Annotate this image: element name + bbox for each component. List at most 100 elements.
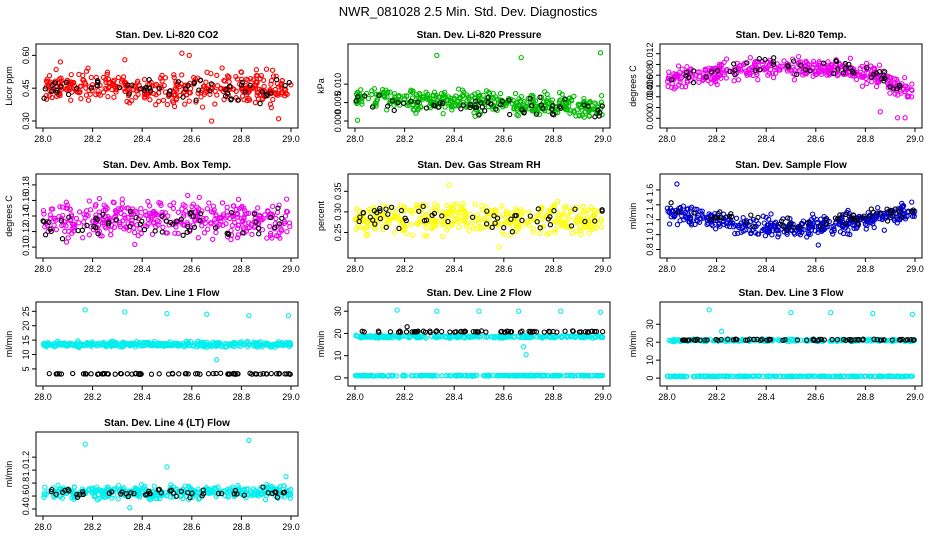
data-point [194,344,200,350]
data-point [284,371,290,377]
data-point [89,87,95,94]
data-point [577,228,584,234]
data-point [194,370,201,377]
data-point [363,232,369,238]
data-point [894,76,900,83]
data-point [260,371,266,377]
data-point [169,98,176,104]
data-point [784,62,791,69]
x-tick-label: 29.0 [282,522,300,532]
data-point [208,209,215,215]
data-point [766,70,773,76]
data-point [571,93,577,99]
data-point [115,496,121,502]
data-point [124,205,130,211]
data-point [476,112,482,118]
data-point [668,200,674,206]
data-point [214,83,221,89]
data-point [902,74,908,81]
data-point [156,371,162,377]
x-tick-label: 28.8 [545,264,563,274]
data-point [671,86,677,92]
data-point [282,213,289,219]
data-point [45,340,51,346]
data-point [497,90,504,97]
data-point [103,204,109,210]
data-point [281,220,288,227]
panel-title: Stan. Dev. Li-820 Temp. [736,30,847,41]
data-point [391,91,398,97]
data-point [599,207,605,213]
data-point [138,371,144,377]
data-point [897,337,904,343]
data-point [459,93,465,99]
data-point [104,69,111,75]
data-point [810,73,816,79]
data-point [65,91,72,98]
data-point [83,371,89,377]
data-point [238,82,245,88]
data-point [63,79,69,85]
data-point [188,209,194,215]
data-point [506,373,512,379]
data-point [159,213,165,220]
data-point [744,60,750,66]
points-layer [664,53,915,121]
y-axis-label: ml/min [628,203,638,230]
data-point [530,225,537,232]
data-point [828,309,834,316]
y-tick-label: 30 [645,319,655,329]
data-point [180,94,186,100]
data-point [535,206,541,212]
data-point [473,329,479,335]
data-point [815,242,821,248]
data-point [406,335,413,341]
data-point [780,337,786,343]
data-point [881,337,887,343]
data-point [559,333,565,339]
x-tick-label: 28.8 [233,392,251,402]
data-point [283,473,289,480]
data-point [674,221,681,228]
data-point [106,490,112,496]
data-point [80,491,86,497]
data-point [255,220,262,226]
data-point [516,225,522,231]
y-axis-label: kPa [316,78,326,94]
data-point [679,209,685,216]
data-point [677,76,683,82]
data-point [721,211,727,217]
data-point [164,230,170,236]
data-point [408,87,414,93]
y-tick-label: 0 [645,376,655,381]
data-point [219,200,226,206]
data-point [515,113,521,119]
data-point [142,93,148,99]
data-point [99,233,105,239]
data-point [284,229,290,235]
data-point [111,94,117,100]
data-point [415,221,421,228]
data-point [671,337,677,343]
data-point [187,494,193,501]
data-point [523,333,529,340]
y-tick-label: 1.4 [645,199,655,212]
data-point [104,71,110,78]
y-tick-label: 30 [333,306,343,316]
data-point [774,226,780,233]
data-point [579,107,585,113]
data-point [268,342,275,348]
data-point [889,337,895,343]
data-point [93,215,99,221]
data-point [513,100,519,106]
data-point [201,91,208,97]
y-tick-label: 1.2 [645,213,655,226]
data-point [852,337,858,343]
data-point [714,373,720,380]
data-point [811,337,817,343]
data-point [523,105,529,111]
y-tick-label: 1.6 [645,184,655,197]
data-point [503,219,509,226]
data-point [777,221,783,227]
